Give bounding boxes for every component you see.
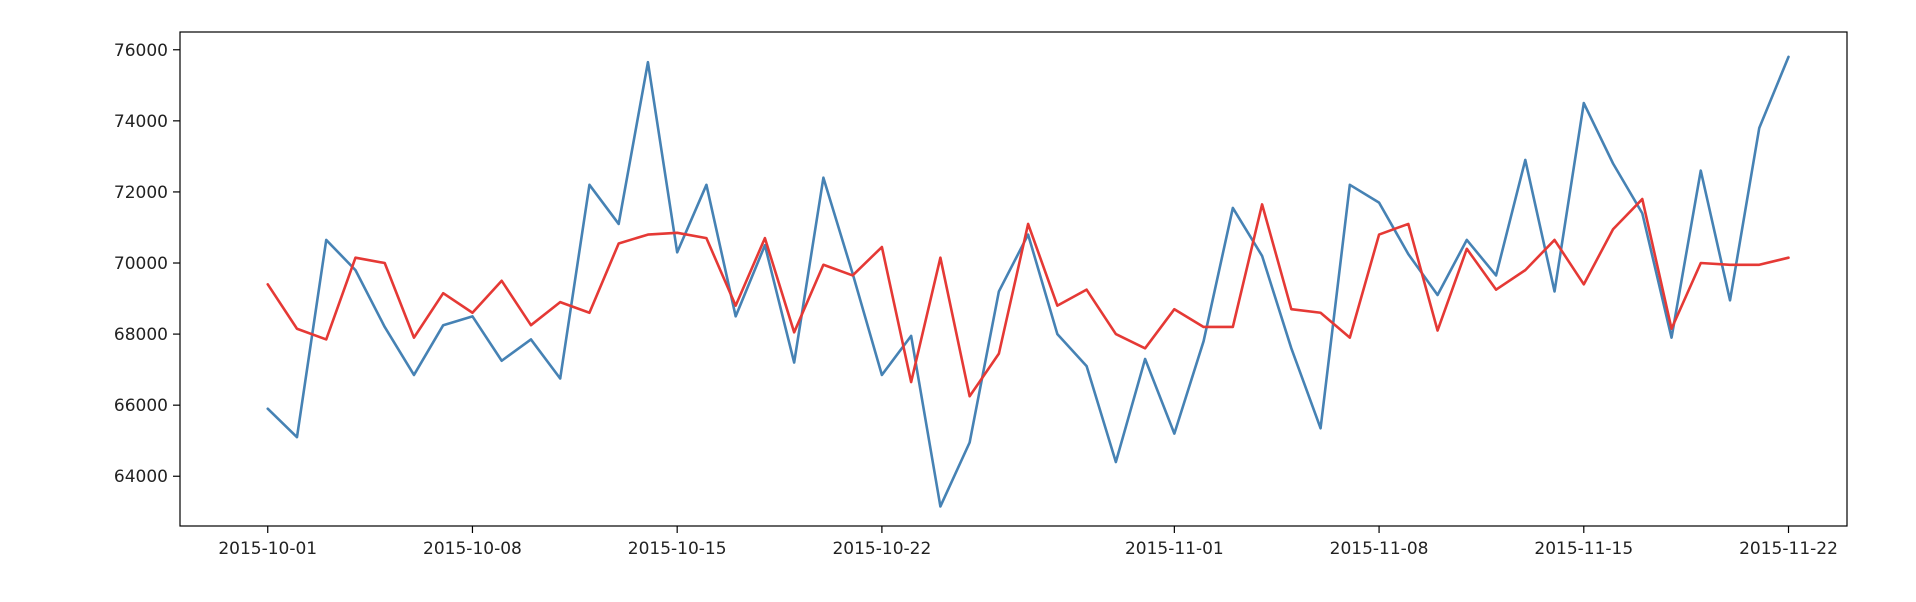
x-tick-label: 2015-11-22 — [1739, 539, 1838, 559]
series-line-2 — [266, 197, 1790, 398]
x-tick-label: 2015-11-15 — [1534, 539, 1633, 559]
series-layer — [266, 55, 1790, 508]
x-tick-label: 2015-10-01 — [218, 539, 317, 559]
y-tick-label: 64000 — [114, 467, 168, 487]
y-tick-label: 66000 — [114, 396, 168, 416]
plot-frame — [179, 31, 1848, 527]
x-tick-label: 2015-11-01 — [1125, 539, 1224, 559]
y-tick-label: 76000 — [114, 41, 168, 61]
series-line-1 — [266, 55, 1790, 508]
y-tick-label: 72000 — [114, 183, 168, 203]
x-tick-label: 2015-10-15 — [628, 539, 727, 559]
x-axis: 2015-10-01 2015-10-08 2015-10-15 2015-10-22… — [218, 526, 1838, 559]
y-tick-label: 74000 — [114, 112, 168, 132]
y-axis: 64000 66000 68000 70000 72000 74000 76000 — [114, 41, 180, 487]
x-tick-label: 2015-10-22 — [832, 539, 931, 559]
x-tick-label: 2015-11-08 — [1330, 539, 1429, 559]
y-tick-label: 70000 — [114, 254, 168, 274]
x-tick-label: 2015-10-08 — [423, 539, 522, 559]
y-tick-label: 68000 — [114, 325, 168, 345]
